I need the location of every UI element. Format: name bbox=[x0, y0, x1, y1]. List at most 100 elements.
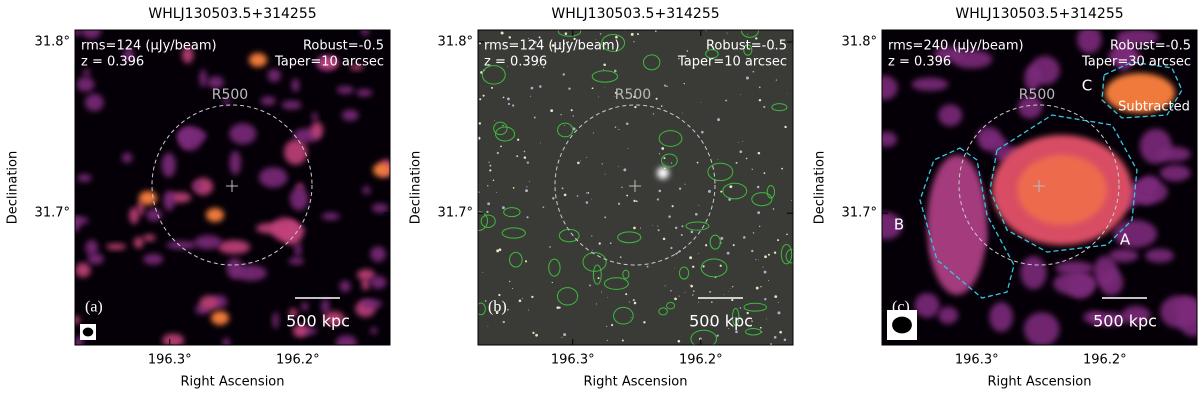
star bbox=[684, 184, 685, 185]
emission bbox=[75, 263, 91, 278]
emission bbox=[268, 69, 281, 82]
star bbox=[614, 70, 617, 73]
emission bbox=[312, 112, 318, 121]
y-axis-label: Declination bbox=[6, 151, 21, 225]
star bbox=[686, 50, 688, 52]
star bbox=[728, 291, 729, 292]
star bbox=[759, 226, 760, 227]
star bbox=[482, 272, 483, 273]
star bbox=[526, 216, 528, 218]
star bbox=[600, 33, 602, 35]
y-axis-label: Declination bbox=[813, 151, 828, 225]
emission bbox=[284, 140, 307, 165]
star bbox=[636, 200, 638, 202]
annotation-robust: Robust=-0.5 bbox=[303, 39, 384, 54]
star bbox=[753, 71, 755, 73]
star bbox=[501, 32, 504, 35]
star bbox=[661, 105, 663, 107]
star bbox=[479, 98, 481, 100]
emission bbox=[146, 209, 162, 222]
star bbox=[758, 260, 759, 261]
emission bbox=[200, 69, 207, 87]
relic bbox=[927, 155, 987, 295]
star bbox=[659, 153, 660, 154]
star bbox=[778, 302, 779, 303]
star bbox=[731, 299, 733, 301]
star bbox=[756, 287, 759, 290]
emission bbox=[289, 258, 305, 265]
star bbox=[691, 231, 694, 234]
star bbox=[565, 32, 568, 35]
bright-source bbox=[373, 163, 391, 177]
star bbox=[692, 294, 693, 295]
star bbox=[727, 33, 728, 34]
star bbox=[529, 181, 530, 182]
emission bbox=[301, 302, 308, 311]
star bbox=[542, 206, 544, 208]
star bbox=[633, 227, 636, 230]
emission bbox=[134, 237, 144, 248]
star bbox=[628, 148, 629, 149]
star bbox=[592, 250, 593, 251]
star bbox=[487, 202, 490, 205]
star bbox=[724, 294, 725, 295]
emission bbox=[229, 123, 256, 144]
star bbox=[777, 239, 779, 241]
star bbox=[768, 254, 770, 256]
star bbox=[666, 86, 667, 87]
emission bbox=[163, 190, 175, 210]
star bbox=[693, 290, 694, 291]
emission bbox=[256, 223, 285, 234]
star bbox=[692, 266, 694, 268]
star bbox=[705, 244, 707, 246]
annotation-rms: rms=240 (μJy/beam) bbox=[888, 39, 1024, 54]
star bbox=[535, 334, 538, 337]
star bbox=[568, 88, 570, 90]
emission bbox=[143, 234, 156, 241]
star bbox=[525, 260, 527, 262]
star bbox=[633, 41, 634, 42]
star bbox=[689, 256, 692, 259]
emission bbox=[938, 104, 962, 126]
star bbox=[670, 247, 672, 249]
star bbox=[766, 319, 767, 320]
star bbox=[764, 298, 766, 300]
star bbox=[684, 83, 685, 84]
x-axis-label: Right Ascension bbox=[988, 375, 1092, 390]
star bbox=[559, 307, 561, 309]
x-tick-label: 196.2° bbox=[1083, 353, 1127, 368]
star bbox=[656, 98, 658, 100]
star bbox=[507, 309, 509, 311]
star bbox=[496, 192, 497, 193]
star bbox=[757, 186, 760, 189]
image bbox=[870, 25, 1200, 346]
annotation-taper: Taper=30 arcsec bbox=[1081, 55, 1191, 70]
star bbox=[494, 120, 495, 121]
star bbox=[562, 187, 564, 189]
star bbox=[718, 159, 719, 160]
emission bbox=[181, 129, 193, 148]
annotation-r500: R500 bbox=[615, 87, 651, 103]
star bbox=[534, 117, 536, 119]
star bbox=[774, 336, 777, 339]
image bbox=[469, 24, 797, 347]
star bbox=[604, 87, 605, 88]
star bbox=[496, 249, 499, 252]
panel: rms=124 (μJy/beam)z = 0.396Robust=-0.5Ta… bbox=[409, 6, 798, 390]
star bbox=[675, 253, 677, 255]
star bbox=[528, 310, 529, 311]
star bbox=[483, 95, 485, 97]
annotation-panel: (a) bbox=[85, 299, 103, 316]
star bbox=[493, 180, 494, 181]
emission bbox=[82, 22, 101, 38]
star bbox=[698, 205, 699, 206]
star bbox=[532, 332, 534, 334]
star bbox=[552, 197, 554, 199]
star bbox=[675, 227, 677, 229]
star bbox=[777, 311, 780, 314]
annotation-taper: Taper=10 arcsec bbox=[274, 55, 384, 70]
star bbox=[647, 266, 649, 268]
star bbox=[610, 242, 612, 244]
star bbox=[689, 285, 690, 286]
